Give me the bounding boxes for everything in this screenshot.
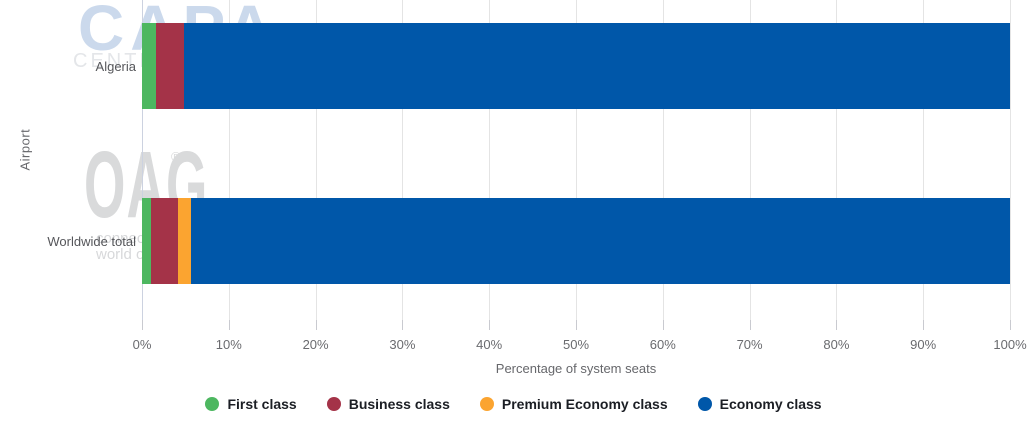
x-axis-tick-mark: [402, 320, 404, 330]
bar-segment-business-class[interactable]: [150, 198, 178, 284]
x-tick-label: 40%: [476, 337, 503, 352]
gridline: [1010, 0, 1011, 326]
legend: First class Business class Premium Economy…: [0, 396, 1027, 412]
x-axis-tick-mark: [923, 320, 925, 330]
gridline: [576, 0, 577, 326]
gridline: [923, 0, 925, 326]
gridline: [749, 0, 751, 326]
legend-dot-icon: [697, 397, 712, 411]
bar-segment-first-class[interactable]: [142, 23, 156, 109]
x-tick-label: 30%: [389, 337, 416, 352]
x-axis-tick-mark: [228, 320, 230, 330]
category-label-algeria: Algeria: [95, 59, 136, 74]
x-axis-tick-mark: [836, 320, 838, 330]
x-axis-tick-mark: [489, 320, 491, 330]
bar-segment-economy-class[interactable]: [190, 198, 1010, 284]
gridline: [315, 0, 317, 326]
x-tick-label: 20%: [302, 337, 329, 352]
legend-label: Business class: [348, 396, 450, 412]
plot-area: [142, 0, 1011, 330]
x-tick-label: 60%: [649, 337, 676, 352]
category-label-worldwide-total: Worldwide total: [47, 234, 136, 249]
bar-row-worldwide-total: [142, 198, 1010, 284]
x-tick-label: 10%: [215, 337, 242, 352]
legend-item-first-class[interactable]: First class: [205, 396, 297, 412]
legend-label: Economy class: [719, 396, 822, 412]
x-axis-tick-mark: [1010, 320, 1011, 330]
x-tick-label: 100%: [993, 337, 1027, 352]
x-tick-label: 90%: [910, 337, 937, 352]
gridline: [228, 0, 230, 326]
x-tick-label: 70%: [736, 337, 763, 352]
legend-dot-icon: [479, 397, 494, 411]
legend-item-premium-economy-class[interactable]: Premium Economy class: [479, 396, 668, 412]
x-tick-label: 80%: [823, 337, 850, 352]
gridline: [662, 0, 664, 326]
x-tick-label: 50%: [562, 337, 590, 352]
gridline: [836, 0, 838, 326]
oag-registered-mark-icon: ®: [171, 149, 181, 164]
gridline: [402, 0, 404, 326]
gridline: [142, 0, 143, 326]
bar-segment-first-class[interactable]: [142, 198, 151, 284]
x-axis-tick-mark: [662, 320, 664, 330]
x-axis-tick-mark: [315, 320, 317, 330]
legend-label: Premium Economy class: [501, 396, 668, 412]
legend-dot-icon: [326, 397, 341, 411]
gridline: [489, 0, 491, 326]
x-axis-tick-mark: [749, 320, 751, 330]
x-axis-tick-mark: [576, 320, 577, 330]
bar-row-algeria: [142, 23, 1010, 109]
bar-segment-business-class[interactable]: [155, 23, 184, 109]
legend-label: First class: [227, 396, 297, 412]
x-axis-title: Percentage of system seats: [495, 361, 657, 376]
legend-dot-icon: [205, 397, 220, 411]
x-axis-tick-mark: [142, 320, 143, 330]
x-axis-tick-labels: 0% 10% 20% 30% 40% 50% 60% 70% 80% 90% 100%: [133, 337, 1027, 353]
legend-item-business-class[interactable]: Business class: [326, 396, 450, 412]
bar-segment-economy-class[interactable]: [183, 23, 1010, 109]
legend-item-economy-class[interactable]: Economy class: [697, 396, 822, 412]
bar-segment-premium-economy-class[interactable]: [177, 198, 191, 284]
x-tick-label: 0%: [132, 337, 152, 352]
y-axis-title: Airport: [17, 128, 33, 171]
